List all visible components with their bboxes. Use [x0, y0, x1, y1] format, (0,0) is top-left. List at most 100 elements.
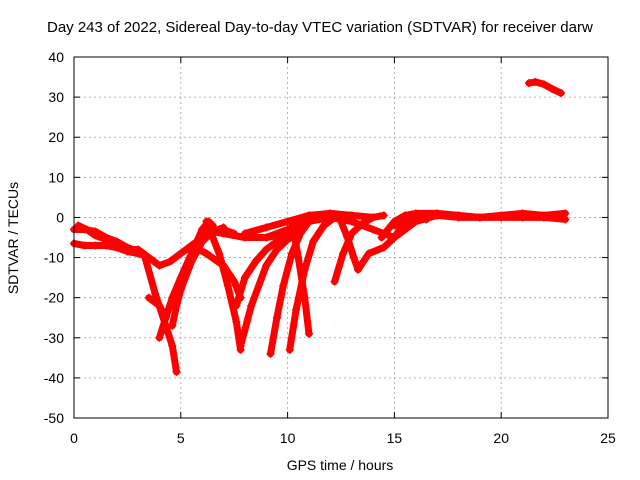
- data-point: [309, 237, 318, 246]
- plot-frame: [73, 56, 609, 419]
- data-point: [262, 233, 271, 242]
- data-point: [232, 301, 241, 310]
- data-point: [304, 217, 313, 226]
- data-point: [176, 285, 185, 294]
- data-point: [102, 235, 111, 244]
- data-point: [330, 277, 339, 286]
- data-point: [411, 215, 420, 224]
- data-point: [168, 293, 177, 302]
- data-point: [82, 225, 91, 234]
- data-point: [251, 257, 260, 266]
- y-tick-label: -10: [44, 250, 64, 266]
- x-tick-label: 0: [70, 430, 78, 446]
- data-point: [296, 229, 305, 238]
- data-point: [557, 89, 566, 98]
- data-point: [294, 253, 303, 262]
- data-point: [364, 249, 373, 258]
- data-point: [539, 80, 548, 89]
- y-tick-label: 10: [48, 169, 64, 185]
- y-tick-label: -50: [44, 410, 64, 426]
- data-point: [337, 217, 345, 226]
- data-point: [300, 293, 309, 302]
- data-point: [144, 293, 153, 302]
- data-point: [390, 233, 399, 242]
- data-point: [454, 213, 463, 222]
- data-point: [168, 321, 177, 330]
- y-tick-label: -30: [44, 330, 64, 346]
- data-point: [247, 301, 256, 310]
- x-tick-labels: 0 5 10 15 20 25: [70, 430, 616, 446]
- data-point: [347, 217, 356, 226]
- series-line: [288, 218, 313, 338]
- series-track-8: [202, 217, 245, 354]
- data-point: [354, 265, 363, 274]
- data-point: [240, 273, 249, 282]
- y-tick-labels: -50 -40 -30 -20 -10 0 10 20 30 40: [44, 49, 64, 426]
- data-point: [349, 253, 358, 262]
- data-point: [433, 211, 442, 220]
- data-point: [151, 289, 160, 298]
- series-track-18: [330, 211, 388, 286]
- series-track-23: [524, 77, 566, 98]
- data-point: [339, 249, 348, 258]
- axis-ticks: [73, 56, 609, 419]
- y-tick-label: 20: [48, 129, 64, 145]
- data-point: [123, 245, 132, 254]
- data-point: [168, 341, 177, 350]
- data-point: [524, 79, 533, 88]
- data-point: [198, 225, 207, 234]
- data-point: [283, 235, 292, 244]
- data-point: [91, 241, 100, 250]
- data-point: [176, 249, 185, 258]
- y-tick-label: -40: [44, 370, 64, 386]
- x-tick-label: 10: [280, 430, 296, 446]
- x-axis-label: GPS time / hours: [287, 457, 394, 473]
- chart-title: Day 243 of 2022, Sidereal Day-to-day VTE…: [47, 19, 593, 36]
- data-point: [379, 243, 388, 252]
- data-point: [112, 241, 121, 250]
- data-point: [166, 257, 175, 266]
- data-point: [262, 261, 271, 270]
- data-point: [379, 211, 388, 220]
- data-point: [202, 249, 211, 258]
- data-point: [285, 345, 294, 354]
- data-point: [319, 221, 328, 230]
- data-point: [172, 301, 181, 310]
- data-point: [326, 213, 335, 222]
- data-point: [518, 213, 527, 222]
- data-point: [202, 217, 211, 226]
- data-point: [232, 317, 241, 326]
- data-series: [70, 77, 570, 376]
- data-point: [272, 245, 281, 254]
- data-point: [80, 241, 89, 250]
- data-point: [198, 237, 207, 246]
- data-point: [369, 213, 378, 222]
- data-point: [272, 237, 281, 246]
- data-point: [279, 281, 288, 290]
- data-point: [475, 213, 484, 222]
- data-point: [283, 225, 292, 234]
- data-point: [172, 367, 181, 376]
- x-tick-label: 25: [600, 430, 616, 446]
- x-tick-label: 15: [387, 430, 403, 446]
- y-tick-label: 0: [56, 209, 64, 225]
- data-point: [140, 251, 149, 260]
- data-point: [262, 223, 271, 232]
- data-point: [531, 77, 540, 86]
- series-line: [267, 218, 313, 358]
- data-point: [219, 261, 228, 270]
- series-line: [337, 218, 362, 274]
- data-point: [223, 281, 232, 290]
- data-point: [236, 341, 245, 350]
- data-point: [358, 219, 367, 228]
- data-point: [539, 213, 548, 222]
- y-tick-label: 40: [48, 49, 64, 65]
- data-point: [548, 85, 557, 94]
- data-point: [155, 261, 164, 270]
- data-point: [74, 221, 83, 230]
- data-point: [155, 301, 164, 310]
- data-point: [161, 313, 170, 322]
- data-point: [266, 349, 275, 358]
- y-tick-label: 30: [48, 89, 64, 105]
